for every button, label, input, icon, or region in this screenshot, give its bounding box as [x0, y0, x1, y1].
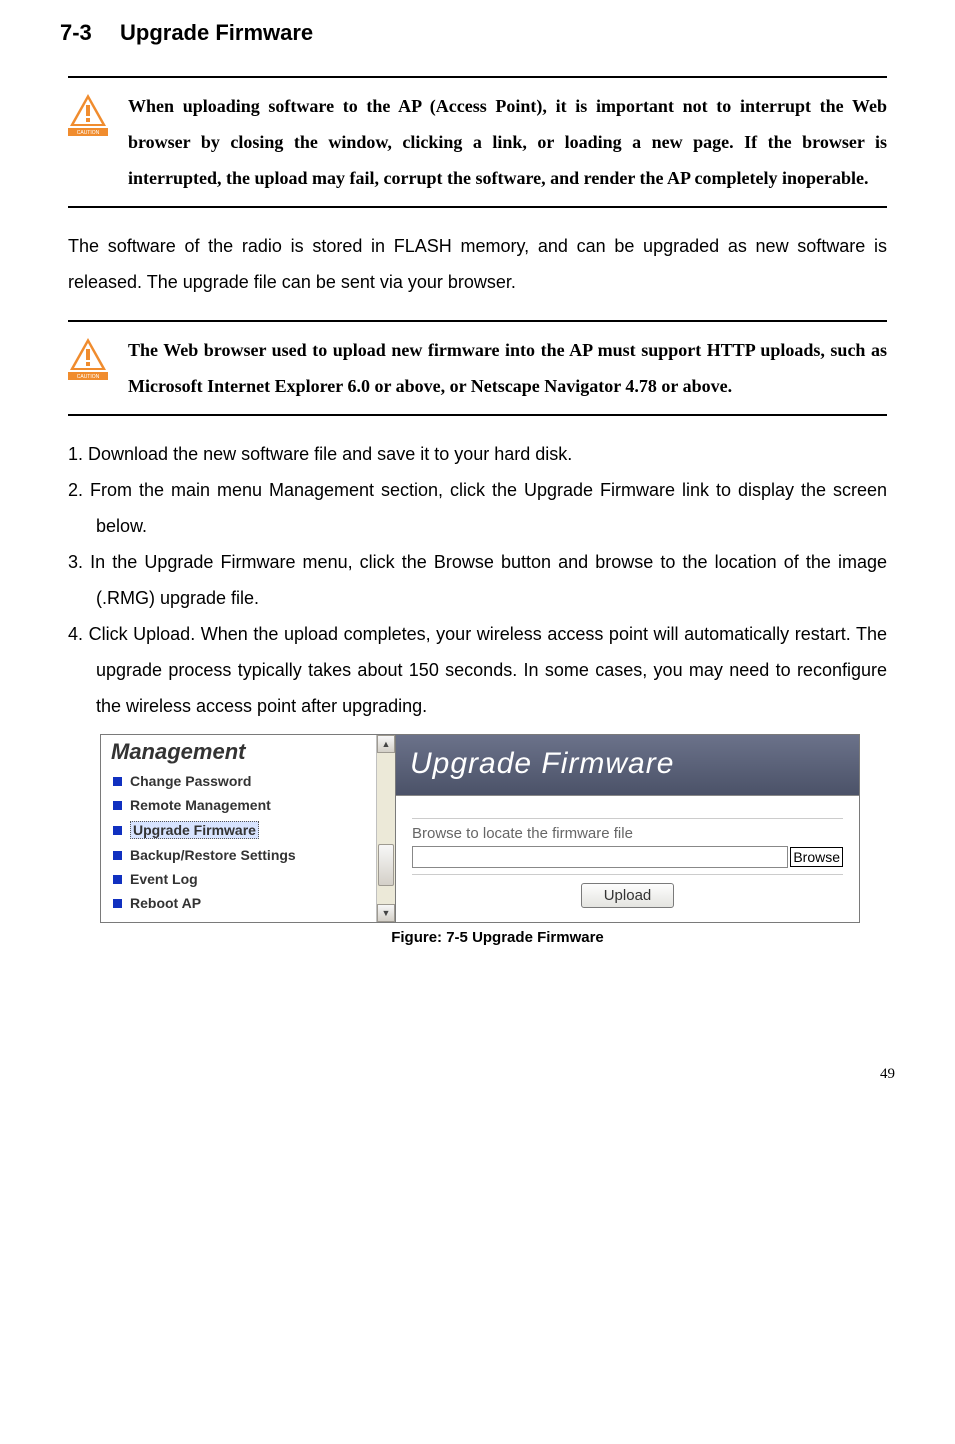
- step-3: 3. In the Upgrade Firmware menu, click t…: [68, 544, 887, 616]
- sidebar-item-label: Backup/Restore Settings: [130, 847, 296, 863]
- sidebar-item-label: Remote Management: [130, 797, 271, 813]
- bullet-icon: [113, 851, 122, 860]
- content-body: Browse to locate the firmware file Brows…: [396, 796, 859, 922]
- svg-text:CAUTION: CAUTION: [77, 130, 100, 136]
- divider: [412, 818, 843, 819]
- figure-wrapper: Management Change Password Remote Manage…: [100, 734, 895, 946]
- upgrade-firmware-screenshot: Management Change Password Remote Manage…: [100, 734, 860, 923]
- content-panel: Upgrade Firmware Browse to locate the fi…: [396, 735, 859, 922]
- content-header: Upgrade Firmware: [396, 735, 859, 796]
- svg-text:CAUTION: CAUTION: [77, 374, 100, 380]
- management-sidebar: Management Change Password Remote Manage…: [101, 735, 396, 922]
- divider: [412, 874, 843, 875]
- section-title-text: Upgrade Firmware: [120, 20, 313, 45]
- caution-box-2: CAUTION The Web browser used to upload n…: [68, 320, 887, 416]
- sidebar-scrollbar[interactable]: ▲ ▼: [376, 735, 395, 922]
- bullet-icon: [113, 899, 122, 908]
- browse-label: Browse to locate the firmware file: [412, 825, 843, 842]
- caution-icon: CAUTION: [68, 92, 113, 136]
- management-title: Management: [101, 735, 395, 769]
- figure-caption: Figure: 7-5 Upgrade Firmware: [100, 929, 895, 946]
- scroll-track[interactable]: [377, 753, 395, 904]
- file-row: Browse: [412, 846, 843, 868]
- step-4: 4. Click Upload. When the upload complet…: [68, 616, 887, 724]
- scroll-up-icon[interactable]: ▲: [377, 735, 395, 753]
- sidebar-item-change-password[interactable]: Change Password: [113, 769, 387, 793]
- body-paragraph-1: The software of the radio is stored in F…: [68, 228, 887, 300]
- sidebar-item-upgrade-firmware[interactable]: Upgrade Firmware: [113, 817, 387, 843]
- steps-list: 1. Download the new software file and sa…: [68, 436, 887, 724]
- sidebar-item-label: Change Password: [130, 773, 251, 789]
- bullet-icon: [113, 801, 122, 810]
- firmware-file-input[interactable]: [412, 846, 788, 868]
- step-2: 2. From the main menu Management section…: [68, 472, 887, 544]
- bullet-icon: [113, 875, 122, 884]
- sidebar-item-reboot-ap[interactable]: Reboot AP: [113, 891, 387, 915]
- page-number: 49: [60, 1066, 895, 1083]
- section-heading: 7-3Upgrade Firmware: [60, 20, 895, 46]
- sidebar-item-label: Upgrade Firmware: [130, 821, 259, 839]
- caution-icon: CAUTION: [68, 336, 113, 380]
- step-1: 1. Download the new software file and sa…: [68, 436, 887, 472]
- caution-text-1: When uploading software to the AP (Acces…: [128, 88, 887, 196]
- caution-text-2: The Web browser used to upload new firmw…: [128, 332, 887, 404]
- browse-button[interactable]: Browse: [790, 847, 843, 867]
- sidebar-item-remote-management[interactable]: Remote Management: [113, 793, 387, 817]
- sidebar-item-label: Reboot AP: [130, 895, 201, 911]
- section-number: 7-3: [60, 20, 120, 46]
- management-menu: Change Password Remote Management Upgrad…: [101, 769, 395, 915]
- bullet-icon: [113, 826, 122, 835]
- upload-button[interactable]: Upload: [581, 883, 675, 908]
- sidebar-item-label: Event Log: [130, 871, 198, 887]
- bullet-icon: [113, 777, 122, 786]
- scroll-thumb[interactable]: [378, 844, 394, 886]
- caution-box-1: CAUTION When uploading software to the A…: [68, 76, 887, 208]
- sidebar-item-event-log[interactable]: Event Log: [113, 867, 387, 891]
- scroll-down-icon[interactable]: ▼: [377, 904, 395, 922]
- sidebar-item-backup-restore[interactable]: Backup/Restore Settings: [113, 843, 387, 867]
